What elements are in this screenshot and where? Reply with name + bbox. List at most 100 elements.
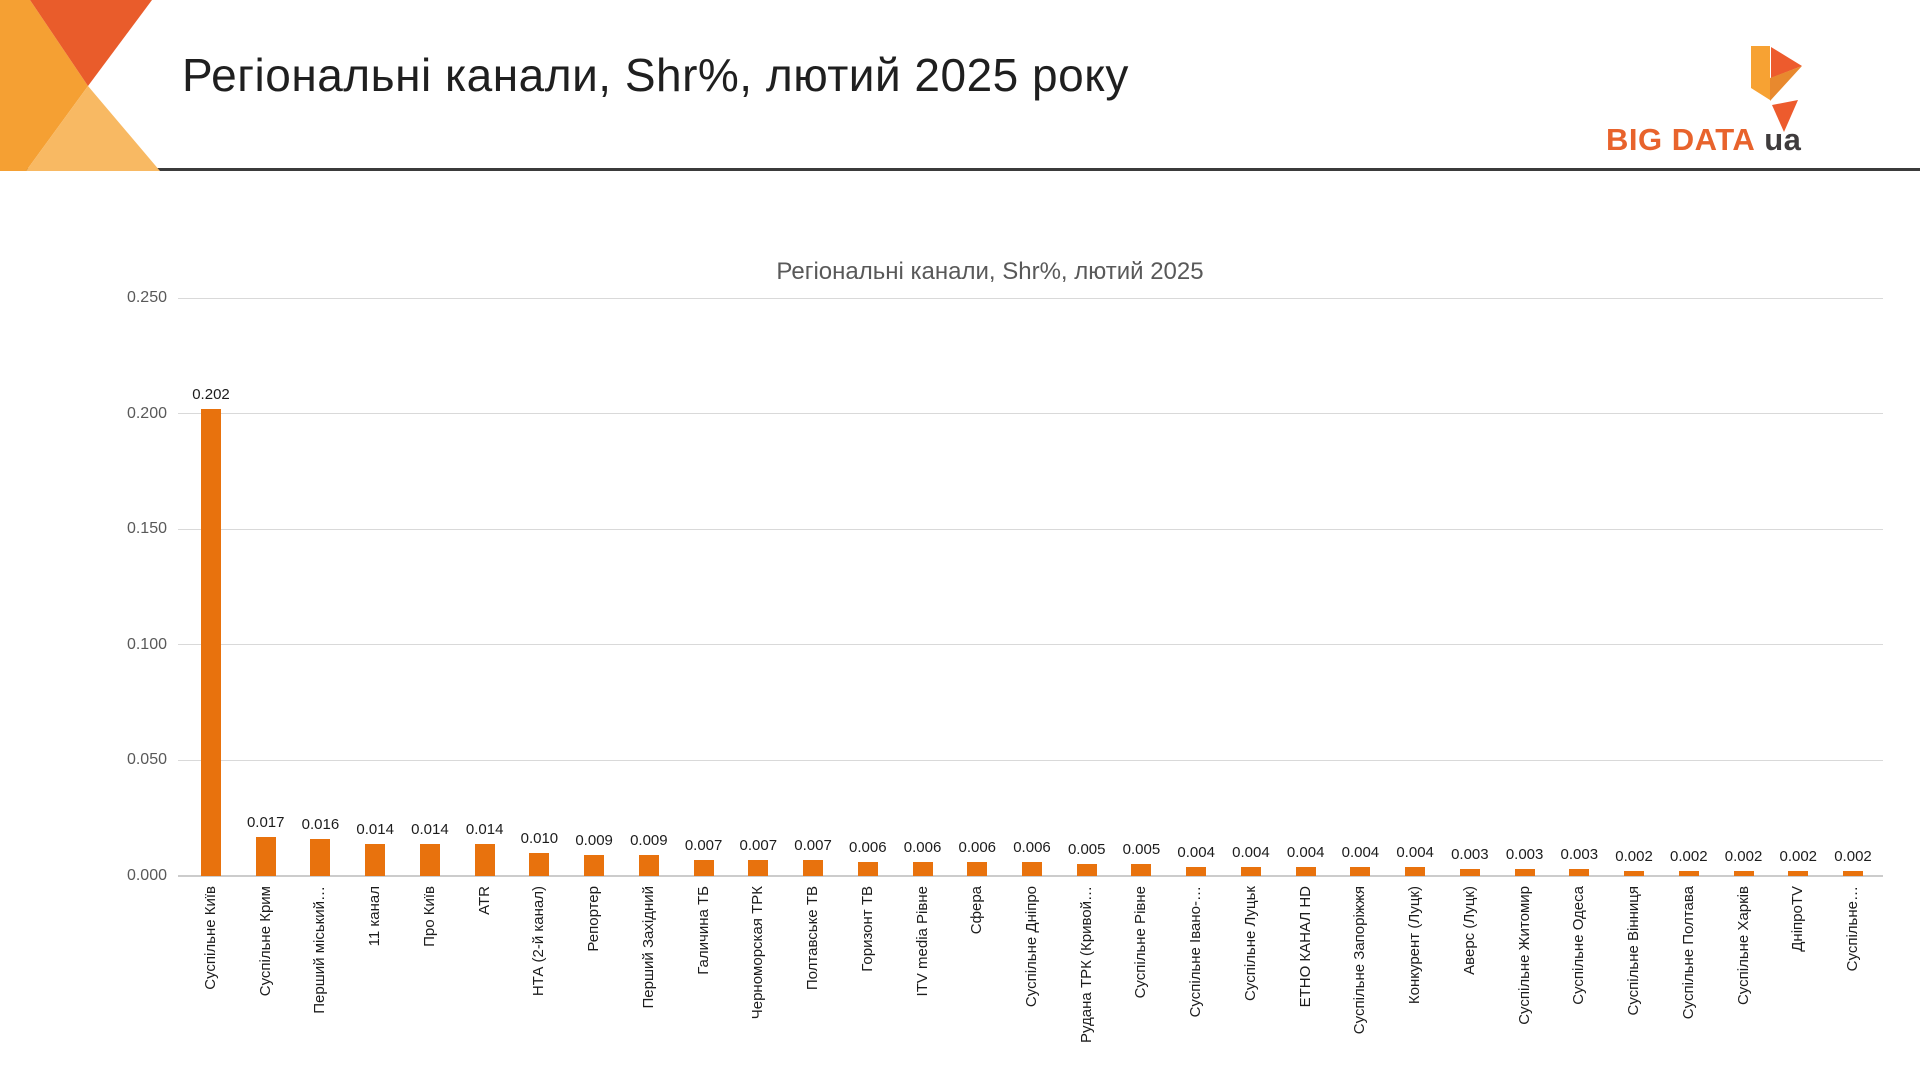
bar	[912, 862, 933, 876]
bar-value-label: 0.014	[465, 821, 504, 838]
x-axis-category-label: Перший Західний	[639, 886, 657, 1009]
bar-value-label: 0.004	[1286, 844, 1325, 861]
y-gridline	[178, 759, 1883, 761]
chart-title: Регіональні канали, Shr%, лютий 2025	[776, 258, 1204, 285]
x-axis-category-label: Сфера	[968, 886, 986, 935]
bar-value-label: 0.002	[1724, 848, 1763, 865]
bar-value-label: 0.003	[1505, 846, 1544, 863]
bar	[1350, 867, 1371, 876]
bar-value-label: 0.006	[1013, 839, 1051, 856]
bar-value-label: 0.004	[1396, 844, 1434, 861]
page-title: Регіональні канали, Shr%, лютий 2025 рок…	[182, 49, 1129, 101]
bar-value-label: 0.003	[1560, 846, 1599, 863]
x-axis-category-label: Черноморская ТРК	[749, 886, 767, 1020]
bar-value-label: 0.006	[958, 839, 997, 856]
x-axis-category-label: Конкурент (Луцк)	[1406, 886, 1424, 1005]
bar-value-label: 0.007	[684, 837, 723, 854]
y-axis-tick-label: 0.150	[126, 520, 167, 538]
x-axis-category-label: Аверс (Луцк)	[1460, 886, 1478, 975]
y-axis-tick-label: 0.100	[126, 635, 167, 653]
bar-value-label: 0.005	[1067, 841, 1106, 858]
bar	[419, 844, 440, 876]
bigdata-logo-mark-icon	[1751, 46, 1802, 132]
bar-value-label: 0.007	[739, 837, 778, 854]
bar	[1569, 869, 1590, 876]
x-axis-category-label: Суспільне Полтава	[1679, 886, 1697, 1020]
bar-value-label: 0.005	[1122, 841, 1161, 858]
logo-brand: BIG DATA	[1606, 122, 1756, 157]
y-gridline	[178, 528, 1883, 530]
bar-value-label: 0.006	[903, 839, 942, 856]
bar-value-label: 0.009	[630, 832, 668, 849]
x-axis-category-label: Рудана ТРК (Кривой…	[1077, 886, 1095, 1043]
bar	[1295, 867, 1316, 876]
bar	[1514, 869, 1535, 876]
bar-value-label: 0.002	[1615, 848, 1653, 865]
x-axis-category-label: НТА (2-й канал)	[530, 886, 548, 997]
x-axis-category-label: Перший міський…	[311, 886, 329, 1014]
bar-value-label: 0.002	[1670, 848, 1708, 865]
bar-value-label: 0.004	[1232, 844, 1270, 861]
bar	[693, 860, 714, 876]
x-axis-category-label: Суспільне…	[1844, 886, 1861, 972]
x-axis-category-label: Суспільне Луцьк	[1241, 886, 1259, 1001]
x-axis-category-label: Про Київ	[420, 886, 438, 947]
y-axis-tick-label: 0.200	[126, 404, 167, 422]
y-axis-tick-label: 0.250	[126, 289, 167, 306]
bar-value-label: 0.016	[301, 816, 340, 833]
bar	[1788, 871, 1809, 876]
y-gridline	[178, 644, 1883, 646]
bar-value-label: 0.009	[575, 832, 613, 849]
bar	[255, 837, 276, 876]
y-axis-tick-label: 0.050	[126, 751, 167, 769]
logo-suffix: ua	[1764, 122, 1802, 157]
bar	[1131, 864, 1152, 876]
bar-value-label: 0.014	[356, 821, 394, 838]
x-axis-category-label: Суспільне Івано-…	[1187, 886, 1205, 1018]
bar-value-label: 0.002	[1834, 848, 1872, 865]
x-axis-category-label: Суспільне Харків	[1734, 886, 1752, 1006]
bar	[1186, 867, 1207, 876]
y-gridline	[178, 413, 1883, 415]
bar	[310, 839, 331, 876]
bar	[1733, 871, 1754, 876]
x-axis-line	[178, 875, 1883, 877]
bar	[1076, 864, 1097, 876]
bar-value-label: 0.004	[1341, 844, 1380, 861]
bar	[474, 844, 495, 876]
bar	[1678, 871, 1699, 876]
bar-value-label: 0.006	[849, 839, 887, 856]
x-axis-category-label: ЕТНО КАНАЛ HD	[1296, 886, 1314, 1008]
bar	[201, 409, 221, 876]
bar	[529, 853, 550, 876]
x-axis-category-label: 11 канал	[366, 886, 384, 947]
bigdata-ua-logo: BIG DATA ua	[1600, 40, 1860, 160]
x-axis-category-label: ATR	[475, 886, 493, 915]
y-gridline	[178, 297, 1883, 299]
y-axis-tick-label: 0.000	[126, 867, 167, 884]
bar-value-label: 0.014	[411, 821, 449, 838]
x-axis-category-label: Суспільне Запоріжжя	[1351, 886, 1369, 1035]
bar	[638, 855, 659, 876]
bar	[365, 844, 386, 876]
bar	[1240, 867, 1261, 876]
x-axis-category-label: Суспільне Вінниця	[1625, 886, 1643, 1016]
bar-value-label: 0.007	[794, 837, 832, 854]
bar	[857, 862, 878, 876]
x-axis-category-label: Суспільне Одеса	[1570, 886, 1588, 1005]
header: Регіональні канали, Shr%, лютий 2025 рок…	[0, 0, 1920, 171]
x-axis-category-label: Репортер	[585, 886, 603, 952]
bar	[1459, 869, 1480, 876]
bar	[1022, 862, 1042, 876]
x-axis-category-label: Суспільне Крим	[256, 886, 274, 997]
x-axis-category-label: Суспільне Дніпро	[1023, 886, 1040, 1008]
bar	[803, 860, 824, 876]
bar	[584, 855, 605, 876]
x-axis-category-label: Галичина ТБ	[694, 886, 712, 975]
bar	[1624, 871, 1645, 876]
x-axis-category-label: ITV media Рівне	[913, 886, 931, 997]
bar-value-label: 0.202	[192, 386, 230, 403]
x-axis-category-label: Горизонт ТВ	[858, 886, 876, 972]
logo-text: BIG DATA ua	[1606, 122, 1801, 158]
